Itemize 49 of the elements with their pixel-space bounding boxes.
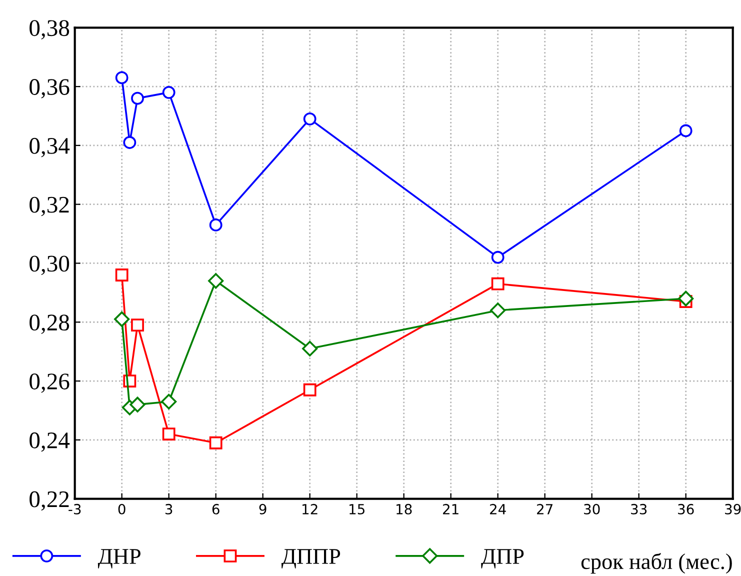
x-tick-label: 36 (678, 504, 694, 514)
y-tick-label: 0,28 (30, 314, 70, 334)
x-tick-label: 30 (584, 504, 600, 514)
point (115, 71, 128, 84)
x-tick-label: 3 (165, 504, 172, 514)
y-tick-label: 0,36 (30, 79, 70, 98)
y-tick-label: 0,32 (30, 196, 69, 216)
point (115, 268, 128, 282)
x-axis-title: срок набл (мес.) (581, 553, 732, 574)
y-tick-label: 0,22 (30, 491, 69, 511)
point (114, 311, 130, 327)
point (131, 92, 144, 105)
y-tick-label: 0,34 (30, 138, 70, 158)
legend-label: ДПР (481, 549, 524, 568)
point (303, 383, 316, 396)
point (209, 218, 222, 232)
point (130, 396, 146, 412)
point (162, 86, 176, 99)
point (162, 428, 176, 440)
x-tick-label: 27 (537, 504, 552, 514)
x-tick-label: 21 (443, 504, 458, 514)
point (123, 136, 136, 149)
point (678, 290, 694, 306)
y-tick-label: 0,26 (30, 374, 70, 393)
x-tick-label: 15 (350, 504, 364, 514)
legend-label: ДППР (281, 549, 340, 568)
point (131, 318, 144, 332)
x-tick-label: 39 (725, 504, 741, 514)
legend-label: ДНР (98, 549, 140, 568)
point (679, 124, 692, 138)
point (491, 277, 504, 290)
point (161, 394, 177, 410)
x-tick-label: -3 (68, 504, 81, 514)
y-tick-label: 0,24 (30, 432, 70, 452)
point (303, 112, 316, 126)
point (209, 436, 222, 450)
y-tick-label: 0,38 (30, 20, 70, 40)
x-tick-label: 0 (118, 504, 126, 514)
point (491, 250, 504, 264)
x-tick-label: 6 (212, 504, 220, 514)
point (302, 340, 318, 356)
x-tick-label: 12 (302, 504, 318, 514)
x-tick-label: 18 (396, 504, 412, 514)
y-tick-label: 0,30 (30, 256, 70, 276)
x-tick-label: 24 (490, 504, 506, 514)
x-tick-label: 9 (259, 504, 266, 514)
point (490, 302, 506, 318)
x-tick-label: 33 (631, 504, 647, 514)
point (208, 273, 224, 289)
